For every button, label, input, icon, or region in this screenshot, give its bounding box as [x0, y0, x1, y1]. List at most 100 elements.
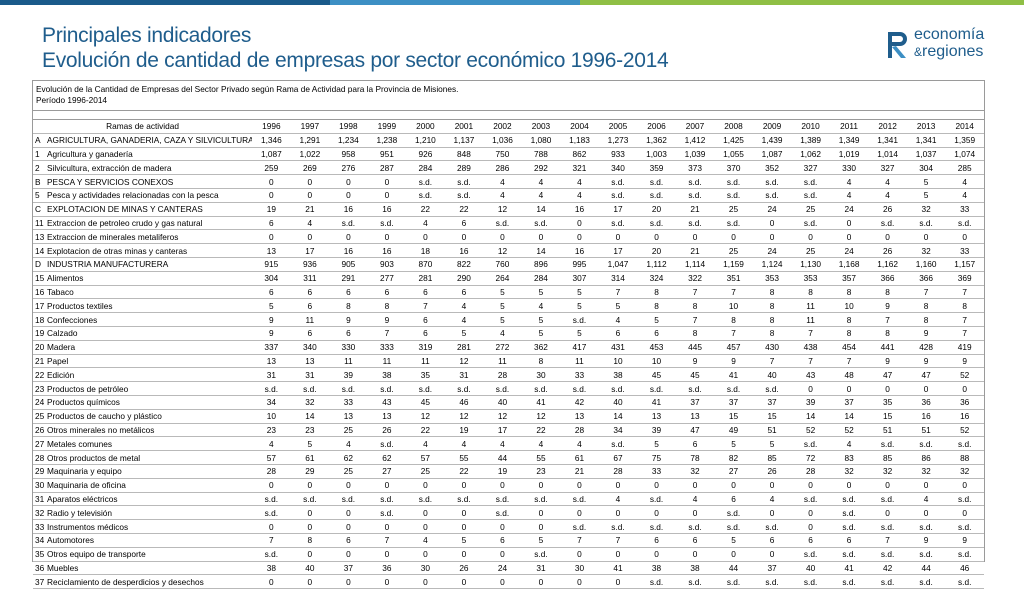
row-code: 1	[33, 147, 45, 162]
table-cell: 32	[829, 464, 869, 479]
table-cell: 11	[406, 354, 445, 369]
table-cell: s.d.	[829, 574, 869, 589]
table-cell: 5	[444, 326, 484, 341]
table-cell: s.d.	[406, 188, 445, 203]
table-cell: 0	[290, 574, 330, 589]
table-cell: 1,047	[598, 257, 638, 272]
table-cell: 0	[290, 478, 330, 493]
row-code: 29	[33, 464, 45, 479]
table-cell: s.d.	[829, 519, 869, 534]
table-cell: 277	[367, 271, 407, 286]
table-cell: 14	[521, 243, 561, 258]
table-cell: 4	[252, 436, 291, 452]
row-code: 20	[33, 340, 45, 355]
table-cell: s.d.	[637, 174, 676, 189]
table-cell: 43	[791, 367, 830, 383]
table-row: 20 Madera 337 340 330 333 319 281 272 362 417 431 45…	[33, 340, 984, 355]
table-cell: 0	[367, 229, 407, 245]
table-cell: 4	[752, 492, 792, 507]
table-cell: 457	[714, 340, 753, 355]
table-cell: 6	[637, 533, 676, 548]
table-cell: 0	[868, 229, 907, 245]
table-cell: 51	[752, 423, 792, 438]
table-cell: 6	[252, 285, 291, 300]
table-cell: 35	[868, 395, 907, 410]
table-cell: 8	[637, 298, 676, 314]
table-cell: 4	[829, 174, 869, 189]
table-cell: 4	[906, 492, 946, 507]
table-cell: 22	[444, 202, 484, 217]
table-cell: s.d.	[945, 492, 984, 507]
logo: economía &regiones	[886, 24, 996, 64]
table-cell: 8	[367, 298, 407, 314]
table-cell: 445	[675, 340, 715, 355]
table-cell: 9	[714, 354, 753, 369]
table-cell: 0	[290, 188, 330, 203]
table-cell: 0	[637, 478, 676, 493]
column-header-year: 2011	[829, 120, 869, 134]
table-cell: 366	[868, 271, 907, 286]
table-cell: 39	[637, 423, 676, 438]
table-cell: s.d.	[829, 547, 869, 562]
table-row: 14 Explotacion de otras minas y canteras 1…	[33, 243, 984, 258]
table-caption-line-2: Período 1996-2014	[36, 95, 108, 105]
table-cell: 0	[714, 229, 753, 245]
table-cell: 7	[945, 312, 984, 327]
table-cell: 14	[791, 409, 830, 424]
table-cell: 4	[521, 298, 561, 314]
table-cell: 370	[714, 160, 753, 176]
table-cell: 62	[367, 450, 407, 465]
table-cell: s.d.	[945, 436, 984, 452]
table-cell: 26	[868, 202, 907, 217]
table-row: 19 Calzado 9 6 6 7 6 5 4 5 5 6 6 8 7 8 7 8 8 9 7	[33, 326, 984, 341]
table-cell: s.d.	[521, 547, 561, 562]
table-cell: s.d.	[791, 188, 830, 203]
table-cell: 42	[868, 561, 907, 576]
table-cell: 284	[521, 271, 561, 286]
table-cell: 8	[329, 298, 368, 314]
table-cell: 6	[252, 216, 291, 231]
table-cell: s.d.	[752, 574, 792, 589]
row-label: AGRICULTURA, GANADERIA, CAZA Y SILVICULT…	[45, 133, 253, 148]
table-cell: 13	[252, 243, 291, 258]
table-cell: 330	[329, 340, 368, 355]
column-header-year: 1996	[252, 120, 291, 134]
row-code: 34	[33, 533, 45, 548]
table-cell: 52	[945, 423, 984, 438]
table-cell: 25	[714, 202, 753, 217]
table-cell: 37	[675, 395, 715, 410]
table-cell: 19	[252, 202, 291, 217]
table-cell: 8	[637, 285, 676, 300]
table-cell: 5	[521, 533, 561, 548]
table-cell: 4	[521, 188, 561, 203]
table-cell: 0	[945, 505, 984, 521]
table-cell: 41	[598, 561, 638, 576]
table-cell: s.d.	[367, 216, 407, 231]
row-code: 35	[33, 547, 45, 562]
table-cell: 0	[444, 547, 484, 562]
table-cell: 11	[329, 354, 368, 369]
table-cell: 4	[560, 188, 599, 203]
table-cell: 1,273	[598, 133, 638, 148]
table-cell: 24	[752, 243, 792, 258]
table-cell: 0	[560, 547, 599, 562]
table-row: 33 Instrumentos médicos 0 0 0 0 0 0 0 0 s.d. s.d. s.…	[33, 519, 984, 534]
column-header-year: 1998	[329, 120, 368, 134]
table-cell: 0	[714, 547, 753, 562]
table-cell: 7	[829, 354, 869, 369]
column-header-activity: Ramas de actividad	[33, 120, 253, 134]
table-cell: 8	[675, 326, 715, 341]
table-cell: 33	[945, 202, 984, 217]
table-cell: 281	[406, 271, 445, 286]
column-header-year: 2002	[483, 120, 522, 134]
table-cell: 7	[752, 354, 792, 369]
table-cell: 55	[521, 450, 561, 465]
table-cell: 10	[252, 409, 291, 424]
table-cell: 4	[868, 174, 907, 189]
top-color-bar	[0, 0, 1024, 5]
table-cell: 16	[906, 409, 946, 424]
table-cell: 28	[791, 464, 830, 479]
table-cell: 24	[829, 202, 869, 217]
table-cell: 34	[598, 423, 638, 438]
table-cell: 1,159	[714, 257, 753, 272]
